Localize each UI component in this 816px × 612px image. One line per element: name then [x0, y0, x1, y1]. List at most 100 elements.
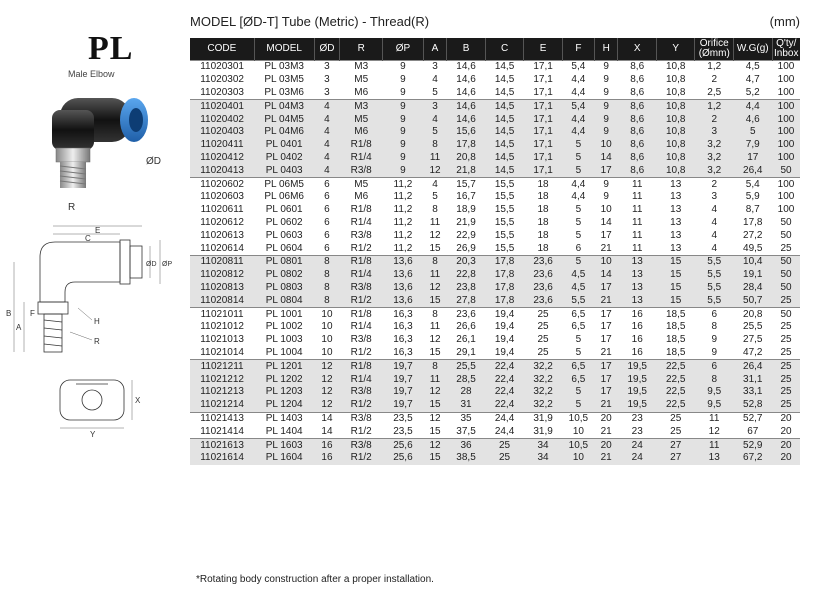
table-cell: 24 [617, 451, 657, 465]
table-cell: 12 [423, 229, 447, 243]
table-cell: 10,5 [562, 411, 595, 426]
table-cell: 19,7 [382, 373, 424, 386]
table-cell: 5 [562, 346, 595, 360]
footnote: *Rotating body construction after a prop… [196, 574, 434, 585]
table-row: 11020402 PL 04M5 4 M5 9 4 14,6 14,5 17,1 4,4 9 8,6 1… [190, 113, 800, 126]
table-cell: 19,4 [485, 320, 524, 334]
table-row: 11020303 PL 03M6 3 M6 9 5 14,6 14,5 17,1 4,4 9 8,6 1… [190, 86, 800, 100]
table-cell: 24,4 [485, 425, 524, 439]
table-row: 11020603 PL 06M6 6 M6 11,2 5 16,7 15,5 18 4,4 9 11 1… [190, 190, 800, 204]
table-cell: 11 [617, 177, 657, 191]
table-cell: 10 [314, 320, 340, 334]
table-cell: R1/4 [339, 216, 383, 230]
table-cell: 14,5 [485, 138, 524, 152]
table-cell: 5 [733, 125, 773, 139]
table-cell: 17,1 [523, 138, 563, 152]
table-cell: 16 [314, 451, 340, 465]
table-cell: R1/8 [339, 359, 383, 374]
table-cell: PL 0401 [254, 138, 315, 152]
table-cell: R1/2 [339, 242, 383, 256]
table-cell: 11 [423, 151, 447, 165]
table-cell: 9,5 [694, 398, 734, 413]
table-cell: 1,2 [694, 59, 734, 74]
table-cell: R3/8 [339, 411, 383, 426]
table-cell: 12 [423, 333, 447, 347]
table-cell: PL 0802 [254, 268, 315, 282]
table-cell: 11021614 [190, 451, 255, 465]
table-cell: 22,9 [446, 229, 486, 243]
table-cell: 5 [562, 216, 595, 230]
table-cell: 13 [617, 281, 657, 295]
table-cell: 15 [423, 425, 447, 439]
table-cell: R1/8 [339, 254, 383, 269]
table-cell: 5 [562, 164, 595, 178]
table-cell: 14,6 [446, 59, 486, 74]
table-cell: 17,1 [523, 59, 563, 74]
table-cell: 100 [772, 113, 800, 126]
photo-od-label: ØD [146, 156, 161, 167]
dim-label-a: A [16, 323, 22, 332]
table-cell: PL 1003 [254, 333, 315, 347]
table-cell: 6,5 [562, 320, 595, 334]
table-cell: 100 [772, 190, 800, 204]
table-cell: 16,3 [382, 333, 424, 347]
table-header-line: MODEL [ØD-T] Tube (Metric) - Thread(R) (… [190, 14, 800, 34]
table-cell: 16,3 [382, 307, 424, 321]
table-cell: 21 [594, 398, 618, 413]
table-cell: 37,5 [446, 425, 486, 439]
table-cell: 6 [314, 216, 340, 230]
table-cell: 13,6 [382, 281, 424, 295]
table-cell: 15,5 [485, 190, 524, 204]
table-cell: 35 [446, 411, 486, 426]
table-cell: 9 [594, 190, 618, 204]
table-row: 11021214 PL 1204 12 R1/2 19,7 15 31 22,4 32,2 5 21… [190, 398, 800, 413]
table-cell: R1/4 [339, 268, 383, 282]
table-cell: 23,5 [382, 411, 424, 426]
dim-label-f: F [30, 309, 35, 318]
table-cell: R1/4 [339, 373, 383, 386]
table-cell: 8,6 [617, 125, 657, 139]
table-cell: 32,2 [523, 359, 563, 374]
table-cell: 5,4 [562, 99, 595, 114]
table-cell: 20,8 [733, 307, 773, 321]
table-cell: 26,9 [446, 242, 486, 256]
table-cell: 4 [423, 177, 447, 191]
table-cell: 100 [772, 99, 800, 114]
table-cell: 25 [485, 451, 524, 465]
table-cell: 4 [423, 73, 447, 87]
table-cell: 11,2 [382, 216, 424, 230]
dim-label-b: B [6, 309, 11, 318]
table-cell: 50 [772, 229, 800, 243]
table-cell: PL 1604 [254, 451, 315, 465]
table-cell: 22,8 [446, 268, 486, 282]
table-cell: 4 [314, 164, 340, 178]
table-cell: 6 [314, 203, 340, 217]
table-row: 11020412 PL 0402 4 R1/4 9 11 20,8 14,5 17,1 5 14 8,… [190, 151, 800, 165]
table-cell: PL 0604 [254, 242, 315, 256]
table-cell: 8 [423, 138, 447, 152]
table-cell: 7,9 [733, 138, 773, 152]
table-cell: 27 [656, 451, 695, 465]
table-header-row: CODE MODEL ØD R ØP A B C E F H X Y Orifice (Ømm) W.G(g… [190, 38, 800, 61]
table-cell: 8 [314, 254, 340, 269]
table-cell: 16 [617, 333, 657, 347]
table-cell: 28,5 [446, 373, 486, 386]
table-cell: 22,5 [656, 398, 695, 413]
table-cell: 22,5 [656, 373, 695, 386]
table-cell: 9,5 [694, 385, 734, 399]
table-cell: 3,2 [694, 164, 734, 178]
table-cell: 9 [694, 333, 734, 347]
table-cell: PL 1202 [254, 373, 315, 386]
table-cell: 11 [694, 438, 734, 452]
table-cell: 2 [694, 177, 734, 191]
table-cell: 11020303 [190, 86, 255, 100]
table-cell: PL 03M5 [254, 73, 315, 87]
table-cell: 14,5 [485, 86, 524, 100]
table-cell: 12 [423, 438, 447, 452]
table-cell: 11020814 [190, 294, 255, 308]
table-cell: 100 [772, 86, 800, 100]
table-cell: R3/8 [339, 281, 383, 295]
table-cell: 8 [423, 307, 447, 321]
spec-table: CODE MODEL ØD R ØP A B C E F H X Y Orifice (Ømm) W.G(g… [190, 38, 800, 465]
dim-label-x: X [135, 396, 141, 405]
